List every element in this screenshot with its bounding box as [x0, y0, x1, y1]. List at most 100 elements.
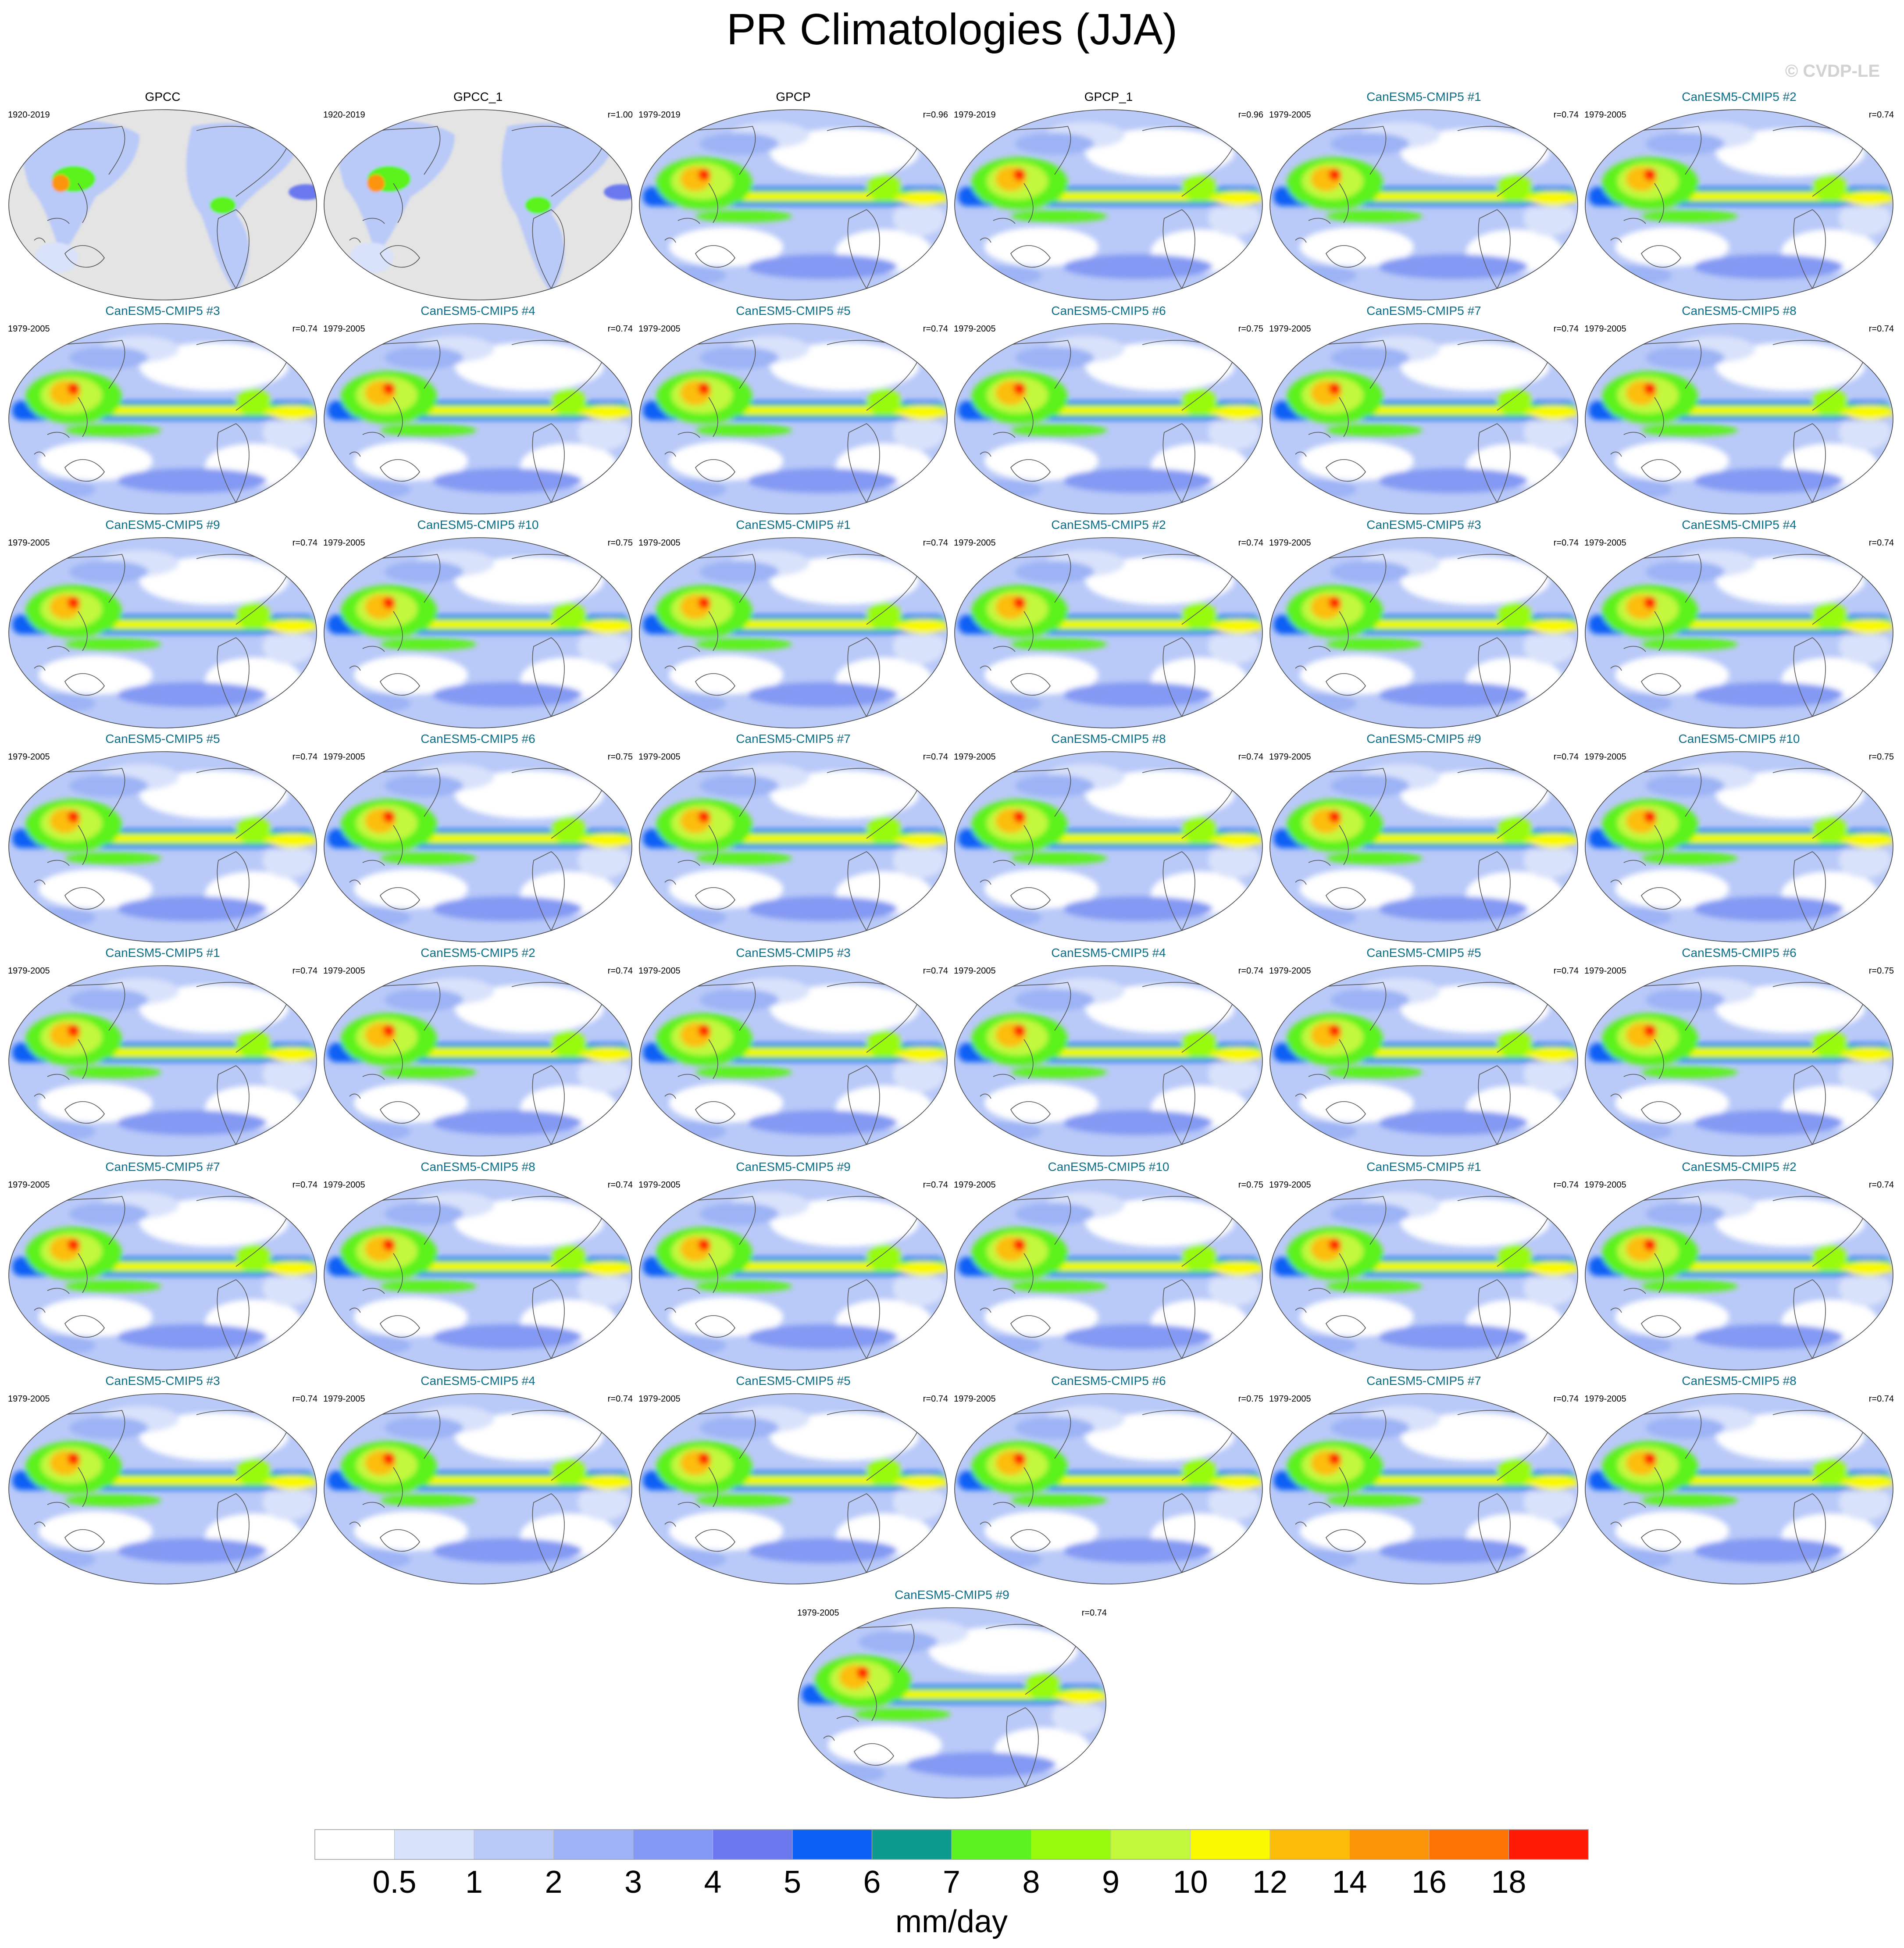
map-border: [8, 323, 317, 514]
panel-correlation: r=0.74: [923, 1394, 948, 1404]
map-panel: CanESM5-CMIP5 #5 1979-2005 r=0.74: [8, 732, 317, 942]
panel-period: 1979-2005: [954, 324, 996, 334]
map-border: [8, 109, 317, 300]
map-panel: CanESM5-CMIP5 #1 1979-2005 r=0.74: [1269, 90, 1579, 300]
map-border: [954, 323, 1263, 514]
panel-title: CanESM5-CMIP5 #9: [105, 518, 220, 532]
precip-field: [639, 752, 947, 942]
map-border: [1585, 751, 1893, 942]
panel-correlation: r=0.74: [1554, 1394, 1579, 1404]
map-panel: CanESM5-CMIP5 #7 1979-2005 r=0.74: [1269, 1374, 1579, 1584]
map-border: [324, 323, 632, 514]
colorbar-swatch: [474, 1829, 554, 1860]
panel-period: 1979-2005: [638, 752, 681, 762]
map-border: [954, 965, 1263, 1156]
panel-period: 1979-2005: [638, 1180, 681, 1190]
panel-period: 1979-2005: [1269, 1180, 1311, 1190]
colorbar-swatch: [872, 1829, 952, 1860]
panel-correlation: r=0.74: [292, 1394, 317, 1404]
panel-title: CanESM5-CMIP5 #3: [1366, 518, 1481, 532]
precip-field: [1270, 966, 1578, 1156]
panel-period: 1979-2005: [797, 1608, 839, 1618]
precip-field: [1585, 110, 1893, 300]
colorbar-frame: [314, 1829, 1589, 1860]
panel-title: CanESM5-CMIP5 #8: [1682, 1374, 1796, 1388]
map-border: [8, 965, 317, 1156]
precip-field: [955, 752, 1262, 942]
panel-correlation: r=0.74: [292, 324, 317, 334]
map-border: [324, 537, 632, 728]
map-panel: CanESM5-CMIP5 #5 1979-2005 r=0.74: [1269, 946, 1579, 1156]
map-panel: CanESM5-CMIP5 #10 1979-2005 r=0.75: [323, 518, 633, 728]
panel-period: 1979-2005: [1269, 110, 1311, 120]
panel-title: CanESM5-CMIP5 #1: [736, 518, 850, 532]
map-panel: CanESM5-CMIP5 #6 1979-2005 r=0.75: [954, 1374, 1263, 1584]
panel-correlation: r=0.74: [923, 538, 948, 548]
panel-title: CanESM5-CMIP5 #10: [417, 518, 538, 532]
panel-correlation: r=0.74: [1869, 110, 1894, 120]
panel-period: 1979-2005: [638, 1394, 681, 1404]
panel-correlation: r=0.74: [1238, 966, 1263, 976]
colorbar-swatch: [1508, 1829, 1589, 1860]
map-panel: CanESM5-CMIP5 #1 1979-2005 r=0.74: [8, 946, 317, 1156]
map-border: [324, 1393, 632, 1584]
map-border: [639, 1179, 948, 1370]
precip-field: [324, 324, 632, 514]
map-panel: CanESM5-CMIP5 #2 1979-2005 r=0.74: [323, 946, 633, 1156]
panel-period: 1979-2005: [1269, 966, 1311, 976]
panel-title: CanESM5-CMIP5 #6: [1682, 946, 1796, 960]
map-border: [8, 1179, 317, 1370]
precip-field: [639, 538, 947, 728]
panel-title: GPCP: [776, 90, 810, 103]
panel-title: CanESM5-CMIP5 #6: [1051, 304, 1166, 318]
panel-period: 1979-2005: [638, 324, 681, 334]
panel-period: 1920-2019: [8, 110, 50, 120]
panel-period: 1920-2019: [323, 110, 365, 120]
map-border: [1585, 323, 1893, 514]
map-border: [1585, 1393, 1893, 1584]
map-border: [1269, 1393, 1578, 1584]
panel-title: CanESM5-CMIP5 #3: [105, 1374, 220, 1388]
precip-field: [9, 1394, 317, 1584]
colorbar-tick-label: 18: [1491, 1865, 1526, 1900]
precip-field: [9, 1180, 317, 1370]
panel-period: 1979-2005: [954, 752, 996, 762]
map-panel: CanESM5-CMIP5 #1 1979-2005 r=0.74: [1269, 1160, 1579, 1370]
panel-correlation: r=0.74: [923, 1180, 948, 1190]
map-panel-grid: GPCC 1920-2019 GPCC_1 1920-2019 r=1.00 GPCP 19…: [8, 90, 1894, 1798]
panel-period: 1979-2005: [8, 1180, 50, 1190]
colorbar-tick-label: 2: [545, 1865, 562, 1900]
map-border: [1585, 109, 1893, 300]
panel-correlation: r=0.96: [1238, 110, 1263, 120]
colorbar-tick-label: 10: [1173, 1865, 1208, 1900]
panel-correlation: r=1.00: [608, 110, 633, 120]
panel-title: CanESM5-CMIP5 #1: [1366, 1160, 1481, 1174]
panel-period: 1979-2005: [1584, 966, 1626, 976]
map-border: [798, 1607, 1106, 1798]
map-border: [8, 1393, 317, 1584]
precip-field: [324, 110, 632, 300]
panel-period: 1979-2005: [954, 538, 996, 548]
colorbar-tick-label: 12: [1252, 1865, 1287, 1900]
panel-period: 1979-2005: [954, 1394, 996, 1404]
map-panel: CanESM5-CMIP5 #10 1979-2005 r=0.75: [954, 1160, 1263, 1370]
map-border: [954, 537, 1263, 728]
panel-period: 1979-2005: [8, 538, 50, 548]
panel-period: 1979-2005: [323, 324, 365, 334]
map-panel: CanESM5-CMIP5 #3 1979-2005 r=0.74: [638, 946, 948, 1156]
panel-title: CanESM5-CMIP5 #2: [421, 946, 535, 960]
colorbar-tick-label: 0.5: [372, 1865, 416, 1900]
panel-period: 1979-2005: [1269, 324, 1311, 334]
map-panel: CanESM5-CMIP5 #9 1979-2005 r=0.74: [8, 518, 317, 728]
panel-period: 1979-2005: [323, 1394, 365, 1404]
map-border: [639, 323, 948, 514]
colorbar-tick-label: 1: [465, 1865, 483, 1900]
colorbar-swatch: [951, 1829, 1031, 1860]
panel-correlation: r=0.74: [608, 1180, 633, 1190]
map-panel: CanESM5-CMIP5 #8 1979-2005 r=0.74: [954, 732, 1263, 942]
panel-title: CanESM5-CMIP5 #2: [1682, 1160, 1796, 1174]
map-panel: CanESM5-CMIP5 #4 1979-2005 r=0.74: [323, 304, 633, 514]
precip-field: [639, 324, 947, 514]
panel-title: CanESM5-CMIP5 #7: [105, 1160, 220, 1174]
map-panel: CanESM5-CMIP5 #2 1979-2005 r=0.74: [1584, 1160, 1894, 1370]
